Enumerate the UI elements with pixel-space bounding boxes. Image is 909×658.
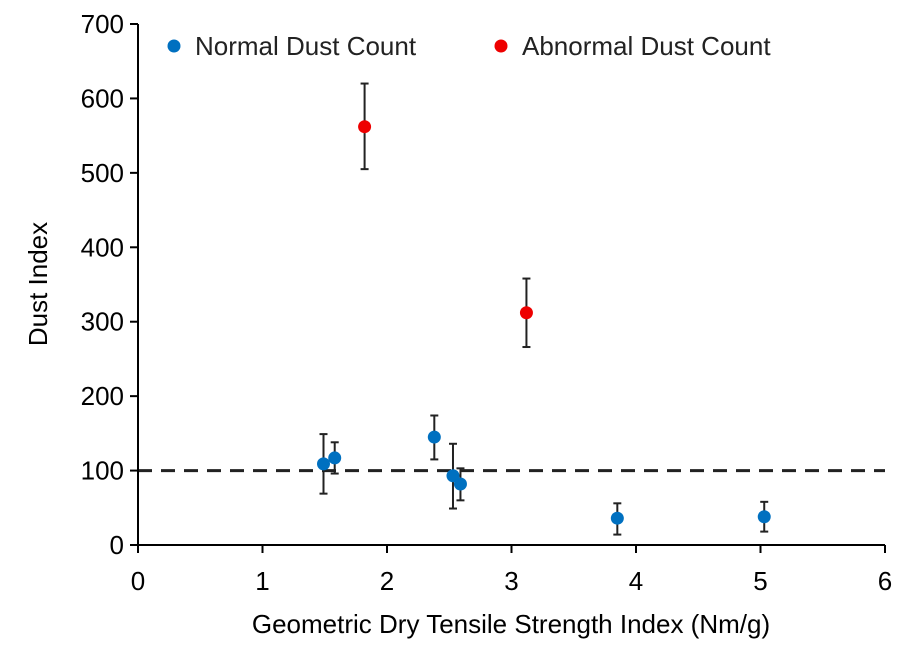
points-layer [317, 120, 771, 525]
y-tick-label: 300 [81, 307, 124, 337]
abnormal-dust-point [519, 306, 533, 320]
y-tick-label: 100 [81, 456, 124, 486]
x-axis-title: Geometric Dry Tensile Strength Index (Nm… [252, 609, 770, 639]
y-tick-label: 600 [81, 83, 124, 113]
y-tick-label: 400 [81, 232, 124, 262]
normal-dust-point [427, 430, 441, 444]
x-tick-label: 4 [629, 566, 643, 596]
legend-marker [167, 39, 181, 53]
x-tick-label: 0 [131, 566, 145, 596]
error-bars-layer [319, 82, 769, 536]
x-tick-label: 2 [380, 566, 394, 596]
legend-marker [494, 39, 508, 53]
y-tick-label: 500 [81, 158, 124, 188]
normal-dust-point [328, 451, 342, 465]
normal-dust-point [317, 457, 331, 471]
y-tick-label: 200 [81, 381, 124, 411]
x-tick-label: 5 [753, 566, 767, 596]
legend: Normal Dust Count Abnormal Dust Count [167, 31, 771, 61]
x-tick-label: 6 [878, 566, 892, 596]
axes-layer: 0 100 200 300 400 500 600 700 0 1 2 3 4 5 6 [81, 9, 893, 596]
x-tick-label: 1 [255, 566, 269, 596]
x-tick-label: 3 [504, 566, 518, 596]
y-tick-label: 0 [110, 530, 124, 560]
legend-label: Normal Dust Count [195, 31, 417, 61]
normal-dust-point [453, 477, 467, 491]
normal-dust-point [757, 510, 771, 524]
normal-dust-point [610, 511, 624, 525]
abnormal-dust-point [358, 120, 372, 134]
legend-label: Abnormal Dust Count [522, 31, 771, 61]
y-tick-label: 700 [81, 9, 124, 39]
y-axis-title: Dust Index [23, 222, 53, 346]
